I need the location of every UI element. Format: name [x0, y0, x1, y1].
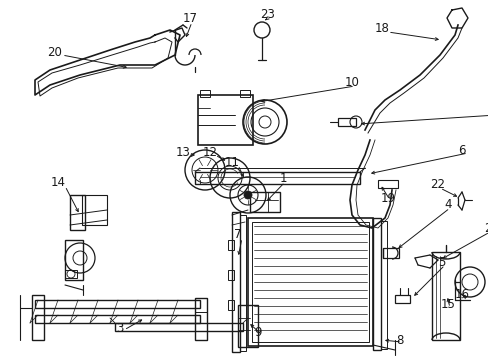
Text: 11: 11 [224, 156, 239, 168]
Bar [35, 300, 200, 308]
Bar [394, 295, 409, 303]
Text: 7: 7 [234, 229, 241, 242]
Bar [231, 212, 240, 352]
Text: 3: 3 [116, 321, 123, 334]
Bar [372, 218, 380, 350]
Bar [200, 90, 209, 97]
Bar [35, 315, 200, 323]
Bar [227, 300, 234, 310]
Text: 13: 13 [175, 145, 190, 158]
Bar [198, 95, 252, 145]
Text: 18: 18 [374, 22, 388, 35]
Text: 19: 19 [380, 192, 395, 204]
Bar [65, 270, 77, 278]
Bar [377, 180, 397, 188]
Text: 9: 9 [254, 325, 261, 338]
Text: 17: 17 [182, 12, 197, 24]
Bar [431, 252, 459, 340]
Bar [70, 195, 85, 230]
Text: 8: 8 [395, 333, 403, 346]
Text: 6: 6 [457, 144, 465, 157]
Text: 12: 12 [202, 145, 217, 158]
Bar [227, 270, 234, 280]
Text: 10: 10 [344, 76, 359, 89]
Bar [240, 215, 245, 351]
Text: 1: 1 [279, 171, 286, 184]
Bar [65, 240, 83, 280]
Text: 22: 22 [429, 179, 445, 192]
Bar [195, 298, 206, 340]
Text: 14: 14 [50, 175, 65, 189]
Circle shape [244, 191, 251, 199]
Text: 4: 4 [443, 198, 451, 211]
Bar [247, 218, 372, 346]
Bar [337, 118, 355, 126]
Bar [32, 295, 44, 340]
Bar [240, 90, 249, 97]
Bar [115, 323, 243, 331]
Bar [227, 240, 234, 250]
Text: 23: 23 [260, 9, 275, 22]
Bar [380, 221, 386, 349]
Bar [251, 222, 368, 342]
Bar [238, 305, 258, 347]
Bar [249, 192, 280, 212]
Text: 2: 2 [483, 221, 488, 234]
Text: 20: 20 [47, 45, 62, 58]
Text: 5: 5 [437, 256, 445, 269]
Bar [82, 195, 107, 225]
Text: 15: 15 [440, 298, 454, 311]
Text: 16: 16 [453, 288, 468, 302]
Bar [382, 248, 398, 258]
Bar [195, 172, 359, 184]
